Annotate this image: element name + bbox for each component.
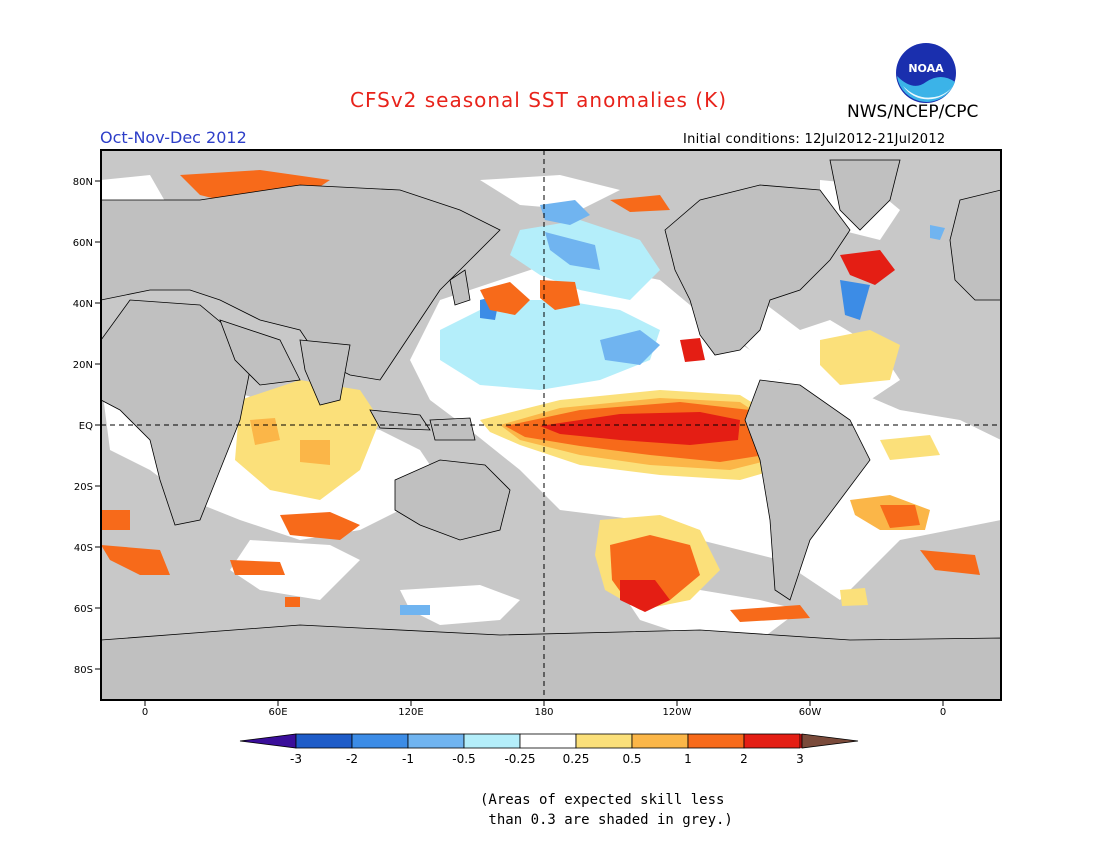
lat-label-40s: 40S xyxy=(74,543,93,554)
colorbar-swatch-7 xyxy=(631,733,689,749)
lat-label-60s: 60S xyxy=(74,604,93,615)
colorbar-swatch-8 xyxy=(687,733,745,749)
initial-conditions: Initial conditions: 12Jul2012-21Jul2012 xyxy=(683,132,946,147)
colorbar-swatch-4 xyxy=(463,733,521,749)
lon-label-0: 0 xyxy=(142,707,148,718)
colorbar-swatch-10 xyxy=(800,734,802,748)
colorbar-label-3: 3 xyxy=(796,752,804,766)
lon-label-180: 180 xyxy=(534,707,553,718)
lat-label-80s: 80S xyxy=(74,665,93,676)
colorbar-swatch-9 xyxy=(743,733,801,749)
colorbar-label-2: 2 xyxy=(740,752,748,766)
colorbar-label-05: 0.5 xyxy=(622,752,641,766)
lon-label-120e: 120E xyxy=(398,707,423,718)
colorbar-label-1: 1 xyxy=(684,752,692,766)
colorbar-label-neg2: -2 xyxy=(346,752,358,766)
colorbar-swatch-5 xyxy=(519,733,577,749)
colorbar-swatch-0 xyxy=(239,733,297,749)
agency-label: NWS/NCEP/CPC xyxy=(847,102,979,122)
lat-label-40n: 40N xyxy=(73,299,93,310)
colorbar-label-neg3: -3 xyxy=(290,752,302,766)
forecast-period: Oct-Nov-Dec 2012 xyxy=(100,128,247,147)
longitude-axis: 0 60E 120E 180 120W 60W 0 xyxy=(142,700,946,718)
noaa-logo: NOAA xyxy=(896,43,956,103)
lon-label-60e: 60E xyxy=(268,707,287,718)
map-field xyxy=(101,150,1001,700)
colorbar-swatch-3 xyxy=(407,733,465,749)
latitude-axis: 80N 60N 40N 20N EQ 20S 40S 60S 80S xyxy=(73,177,101,676)
continents xyxy=(101,159,1001,700)
lat-label-80n: 80N xyxy=(73,177,93,188)
lon-label-0-east: 0 xyxy=(940,707,946,718)
colorbar-swatch-6 xyxy=(575,733,633,749)
colorbar-swatch-1 xyxy=(295,733,353,749)
colorbar-label-neg1: -1 xyxy=(402,752,414,766)
colorbar-label-025: 0.25 xyxy=(563,752,590,766)
colorbar: -3 -2 -1 -0.5 -0.25 0.25 0.5 1 2 3 xyxy=(239,733,859,766)
lat-label-20n: 20N xyxy=(73,360,93,371)
map-title: CFSv2 seasonal SST anomalies (K) xyxy=(350,88,727,112)
colorbar-label-neg05: -0.5 xyxy=(452,752,475,766)
colorbar-label-neg025: -0.25 xyxy=(504,752,535,766)
logo-text: NOAA xyxy=(908,62,944,75)
lat-label-60n: 60N xyxy=(73,238,93,249)
skill-footnote: (Areas of expected skill less than 0.3 a… xyxy=(480,792,733,828)
lat-label-20s: 20S xyxy=(74,482,93,493)
colorbar-swatch-11 xyxy=(801,733,859,749)
lat-label-eq: EQ xyxy=(79,421,93,432)
warm-anomalies xyxy=(101,170,980,622)
colorbar-swatch-2 xyxy=(351,733,409,749)
lon-label-60w: 60W xyxy=(799,707,822,718)
lon-label-120w: 120W xyxy=(663,707,692,718)
